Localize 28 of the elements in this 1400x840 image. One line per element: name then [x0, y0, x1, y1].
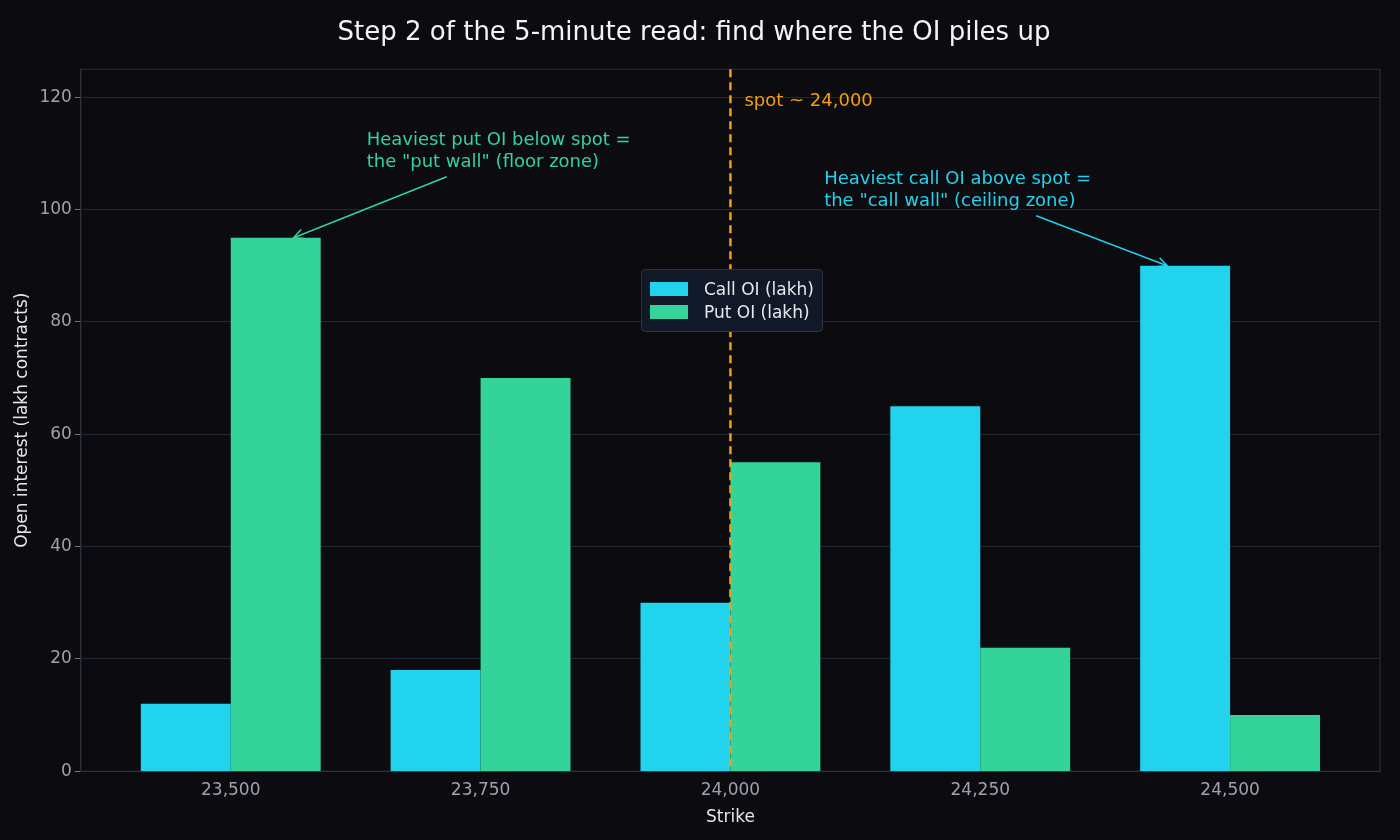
y-tick-label: 60	[50, 422, 72, 443]
x-tick-label: 24,000	[700, 778, 761, 799]
y-tick-label: 120	[39, 85, 72, 106]
ref-line-label: spot ~ 24,000	[744, 88, 873, 110]
y-tick-label: 0	[61, 759, 72, 780]
legend-label: Put OI (lakh)	[704, 302, 810, 322]
y-tick-label: 100	[39, 198, 72, 219]
chart-title: Step 2 of the 5-minute read: find where the OI piles up	[337, 16, 1051, 47]
y-axis-title: Open interest (lakh contracts)	[10, 292, 31, 548]
x-tick-label: 24,500	[1200, 778, 1260, 799]
bar	[640, 602, 731, 772]
bar	[140, 703, 231, 772]
bar	[890, 406, 981, 772]
bar	[390, 670, 481, 772]
bar	[730, 462, 821, 772]
y-tick-label: 40	[50, 534, 72, 555]
annotation: Heaviest put OI below spot = the "put wall" (floor zone)	[366, 128, 631, 172]
bar	[1230, 715, 1321, 772]
y-tick-label: 80	[50, 310, 72, 331]
annotation: Heaviest call OI above spot = the "call wall" (ceiling zone)	[824, 167, 1092, 211]
legend-label: Call OI (lakh)	[704, 279, 814, 299]
x-tick-label: 23,500	[201, 778, 261, 799]
y-tick-label: 20	[50, 647, 72, 668]
bar	[980, 647, 1071, 772]
x-tick-label: 23,750	[450, 778, 511, 799]
bar	[480, 378, 571, 772]
x-axis-title: Strike	[705, 806, 755, 827]
x-tick-label: 24,250	[950, 778, 1010, 799]
